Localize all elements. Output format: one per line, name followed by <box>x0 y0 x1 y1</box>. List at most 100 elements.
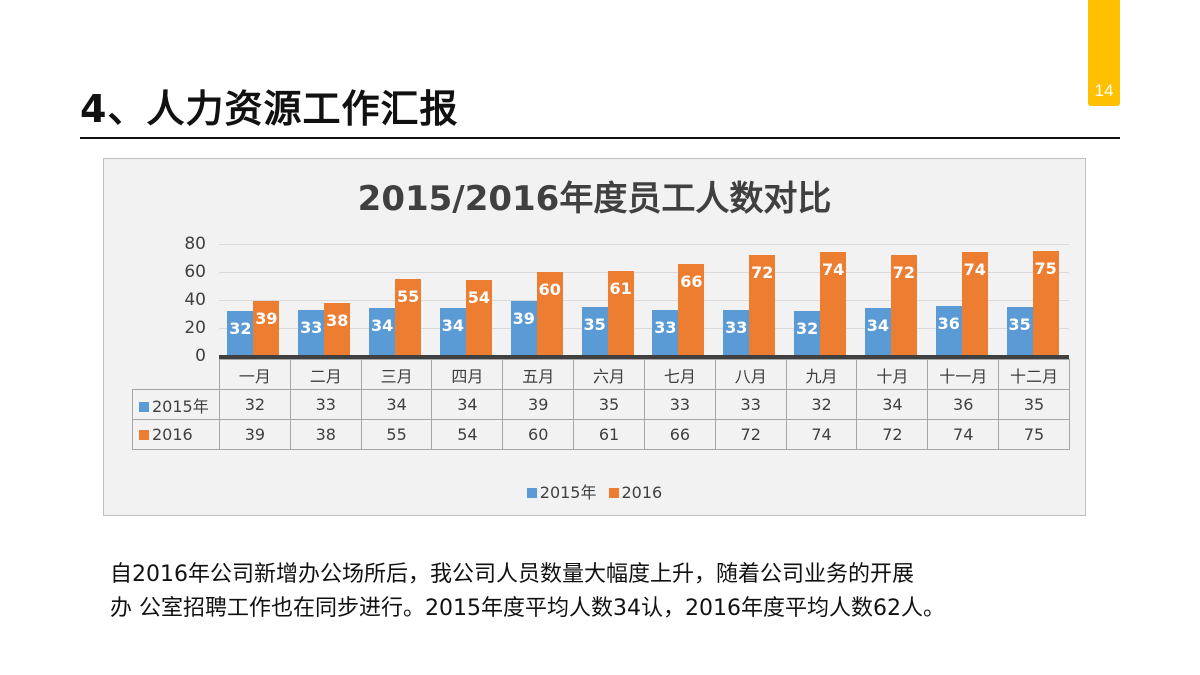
data-label: 38 <box>326 310 349 330</box>
bar-2015年-一月: 32 <box>227 311 254 356</box>
bar-2015年-七月: 33 <box>652 309 679 356</box>
table-cell: 36 <box>927 389 1000 420</box>
legend-swatch-icon <box>526 488 537 498</box>
data-label: 34 <box>441 316 465 336</box>
table-cell: 34 <box>431 389 504 420</box>
table-cell: 74 <box>785 419 858 450</box>
bar-2016-二月: 38 <box>324 302 351 356</box>
data-label: 35 <box>583 315 606 334</box>
table-header-cell: 八月 <box>714 359 787 390</box>
data-label: 35 <box>1008 315 1031 334</box>
bar-2016-六月: 61 <box>607 270 634 356</box>
data-label: 55 <box>396 287 420 306</box>
series-name: 2015年 <box>132 389 220 420</box>
table-cell: 55 <box>360 419 433 450</box>
bar-2015年-五月: 39 <box>510 301 537 356</box>
caption-line-1: 自2016年公司新增办公场所后，我公司人员数量大幅度上升，随着公司业务的开展 <box>110 562 914 587</box>
bar-2016-一月: 39 <box>253 301 280 356</box>
data-label: 39 <box>255 309 278 329</box>
bar-2015年-十月: 34 <box>864 308 891 356</box>
bar-2015年-十一月: 36 <box>935 305 962 356</box>
bar-2016-三月: 55 <box>395 279 422 356</box>
gridline <box>219 244 1069 245</box>
chart-legend: 2015年 2016 <box>104 479 1085 503</box>
table-header-cell: 三月 <box>360 359 433 390</box>
page-number: 14 <box>1094 81 1114 100</box>
series-name: 2016 <box>132 419 220 450</box>
data-label: 33 <box>654 317 677 337</box>
table-header-cell: 一月 <box>219 359 291 390</box>
bar-2016-四月: 54 <box>465 280 492 356</box>
data-label: 75 <box>1034 259 1057 278</box>
table-header-cell: 五月 <box>502 359 575 390</box>
data-label: 33 <box>725 317 748 337</box>
data-label: 54 <box>467 288 491 308</box>
table-header-cell: 十一月 <box>927 359 1000 390</box>
table-row: 2016 39 38 55 54 60 61 66 72 74 72 74 75 <box>132 419 1070 450</box>
caption-line-2: 办 公室招聘工作也在同步进行。2015年度平均人数34认，2016年度平均人数6… <box>110 596 945 621</box>
x-axis-line <box>219 355 1069 359</box>
gridline <box>219 328 1069 329</box>
bar-2015年-四月: 34 <box>439 308 466 356</box>
bar-2015年-二月: 33 <box>298 309 325 356</box>
data-label: 72 <box>892 263 916 283</box>
bar-chart: 2015/2016年度员工人数对比 80 60 40 20 0 32 39 33 38 34 55 3… <box>103 158 1086 516</box>
table-cell: 32 <box>219 389 291 420</box>
y-axis-tick: 60 <box>184 262 206 282</box>
data-label: 72 <box>751 263 774 283</box>
data-label: 34 <box>866 316 890 336</box>
table-header-cell: 六月 <box>573 359 645 390</box>
caption-text: 自2016年公司新增办公场所后，我公司人员数量大幅度上升，随着公司业务的开展 办… <box>110 558 1110 626</box>
data-label: 61 <box>609 278 632 298</box>
legend-item: 2016 <box>608 483 662 502</box>
data-label: 66 <box>680 271 703 291</box>
table-cell: 72 <box>714 419 787 450</box>
bar-2015年-三月: 34 <box>369 308 396 356</box>
data-label: 32 <box>229 319 252 339</box>
table-header-cell: 二月 <box>289 359 362 390</box>
table-cell: 32 <box>785 389 858 420</box>
table-header-cell: 四月 <box>431 359 504 390</box>
table-header-cell: 九月 <box>785 359 858 390</box>
table-cell: 39 <box>219 419 291 450</box>
slide-title: 4、人力资源工作汇报 <box>80 87 459 131</box>
table-cell: 74 <box>927 419 1000 450</box>
table-header-cell: 七月 <box>643 359 716 390</box>
legend-item: 2015年 <box>526 479 597 503</box>
legend-swatch-icon <box>139 430 149 440</box>
bar-2015年-十二月: 35 <box>1006 307 1033 356</box>
table-cell: 33 <box>714 389 787 420</box>
bar-2016-九月: 74 <box>820 252 847 356</box>
bar-2016-五月: 60 <box>536 272 563 356</box>
data-label: 74 <box>821 260 845 280</box>
bar-2016-十二月: 75 <box>1032 251 1059 356</box>
bar-2015年-九月: 32 <box>794 311 821 356</box>
y-axis-tick: 0 <box>195 346 206 366</box>
page-number-tab: 14 <box>1088 0 1120 106</box>
bar-2016-八月: 72 <box>749 255 776 356</box>
bar-2015年-八月: 33 <box>723 309 750 356</box>
bar-2015年-六月: 35 <box>581 307 608 356</box>
table-cell: 34 <box>360 389 433 420</box>
data-label: 60 <box>538 280 561 299</box>
table-cell: 39 <box>502 389 575 420</box>
y-axis-tick: 20 <box>184 318 206 338</box>
y-axis-tick: 40 <box>184 290 206 310</box>
bar-2016-十一月: 74 <box>961 252 988 356</box>
bar-2016-七月: 66 <box>678 263 705 356</box>
y-axis-tick: 80 <box>184 234 206 254</box>
table-row: 2015年 32 33 34 34 39 35 33 33 32 34 36 35 <box>132 389 1070 420</box>
gridline <box>219 300 1069 301</box>
table-cell: 33 <box>643 389 716 420</box>
table-header-cell: 十月 <box>856 359 929 390</box>
table-cell: 33 <box>289 389 362 420</box>
table-cell: 66 <box>643 419 716 450</box>
table-cell: 75 <box>998 419 1070 450</box>
table-cell: 61 <box>573 419 645 450</box>
gridline <box>219 272 1069 273</box>
table-header-cell: 十二月 <box>998 359 1070 390</box>
legend-swatch-icon <box>139 401 149 412</box>
table-cell: 35 <box>998 389 1070 420</box>
chart-title: 2015/2016年度员工人数对比 <box>357 179 832 219</box>
table-cell: 72 <box>856 419 929 450</box>
